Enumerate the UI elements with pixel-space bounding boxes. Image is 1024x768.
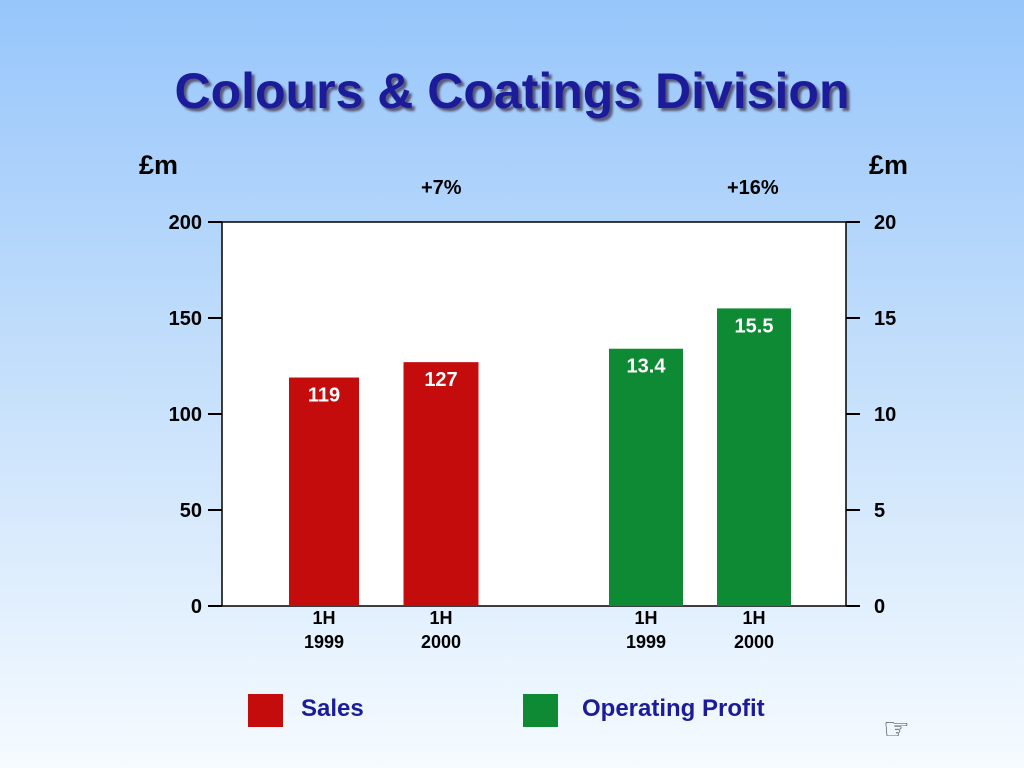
right-axis-tick-label: 10 bbox=[874, 404, 896, 426]
x-axis-category-label: 2000 bbox=[734, 632, 774, 652]
left-axis-tick-label: 50 bbox=[180, 500, 202, 522]
left-axis-tick-label: 150 bbox=[169, 308, 202, 330]
x-axis-category-label: 1999 bbox=[304, 632, 344, 652]
x-axis-category-label: 1H bbox=[634, 608, 657, 628]
legend-swatch-sales bbox=[248, 694, 283, 727]
bar-data-label: 119 bbox=[308, 385, 340, 407]
left-axis-unit: £m bbox=[139, 150, 179, 180]
x-axis-category-label: 1H bbox=[742, 608, 765, 628]
left-axis-tick-label: 100 bbox=[169, 404, 202, 426]
bar-data-label: 13.4 bbox=[627, 356, 667, 378]
legend-swatch-profit bbox=[523, 694, 558, 727]
right-axis-tick-label: 5 bbox=[874, 500, 885, 522]
chart-bar bbox=[717, 308, 791, 606]
sales-growth-label: +7% bbox=[421, 177, 462, 199]
left-axis-tick-label: 200 bbox=[169, 212, 202, 234]
chart-bar bbox=[403, 362, 479, 606]
bar-data-label: 15.5 bbox=[735, 315, 774, 337]
legend-label-profit: Operating Profit bbox=[582, 695, 765, 722]
page-title: Colours & Coatings Division bbox=[174, 63, 850, 119]
right-axis-tick-label: 15 bbox=[874, 308, 896, 330]
left-axis-tick-label: 0 bbox=[191, 596, 202, 618]
legend-label-sales: Sales bbox=[301, 695, 364, 722]
chart-bar bbox=[609, 348, 683, 606]
pointing-hand-icon[interactable]: ☞ bbox=[883, 713, 910, 746]
chart-bar bbox=[289, 377, 359, 606]
right-axis-unit: £m bbox=[869, 150, 909, 180]
right-axis-tick-label: 0 bbox=[874, 596, 885, 618]
bar-data-label: 127 bbox=[424, 369, 457, 391]
x-axis-category-label: 1H bbox=[429, 608, 452, 628]
x-axis-category-label: 1H bbox=[312, 608, 335, 628]
right-axis-tick-label: 20 bbox=[874, 212, 896, 234]
profit-growth-label: +16% bbox=[727, 177, 779, 199]
x-axis-category-label: 2000 bbox=[421, 632, 461, 652]
x-axis-category-label: 1999 bbox=[626, 632, 666, 652]
